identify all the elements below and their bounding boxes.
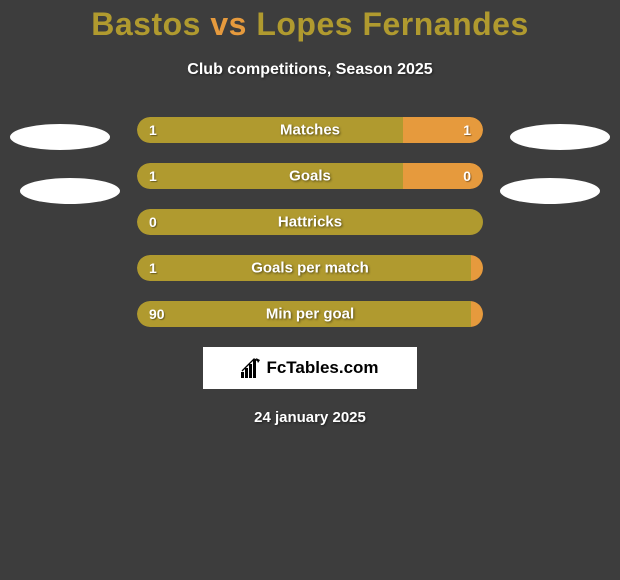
- stat-label: Matches: [280, 122, 340, 139]
- stat-row: 1 0 Goals: [0, 163, 620, 189]
- comparison-title: Bastos vs Lopes Fernandes: [0, 0, 620, 43]
- player1-name: Bastos: [91, 6, 201, 42]
- stat-right-value: 1: [463, 122, 471, 138]
- stat-label: Min per goal: [266, 306, 354, 323]
- stat-bar-left: 1: [137, 117, 403, 143]
- stat-right-value: 0: [463, 168, 471, 184]
- logo: FcTables.com: [241, 358, 378, 378]
- logo-text: FcTables.com: [266, 358, 378, 378]
- stat-bars: 1 1 Matches 1 0 Goals 0 Hattricks 1 Goals per mat…: [0, 117, 620, 327]
- stat-bar-right: 1: [403, 117, 483, 143]
- stat-left-value: 1: [149, 168, 157, 184]
- logo-box: FcTables.com: [203, 347, 417, 389]
- stat-left-value: 0: [149, 214, 157, 230]
- stat-bar-right: [471, 255, 483, 281]
- stat-left-value: 90: [149, 306, 165, 322]
- stat-bar: 1 0 Goals: [137, 163, 483, 189]
- chart-icon: [241, 358, 263, 378]
- stat-label: Goals: [289, 168, 331, 185]
- stat-bar: 0 Hattricks: [137, 209, 483, 235]
- stat-bar: 1 Goals per match: [137, 255, 483, 281]
- stat-left-value: 1: [149, 260, 157, 276]
- stat-bar-right: 0: [403, 163, 483, 189]
- stat-left-value: 1: [149, 122, 157, 138]
- stat-bar-left: 1: [137, 163, 403, 189]
- stat-bar: 1 1 Matches: [137, 117, 483, 143]
- date: 24 january 2025: [0, 409, 620, 426]
- subtitle: Club competitions, Season 2025: [0, 61, 620, 79]
- stat-bar-right: [471, 301, 483, 327]
- stat-row: 90 Min per goal: [0, 301, 620, 327]
- stat-row: 1 1 Matches: [0, 117, 620, 143]
- vs-text: vs: [210, 6, 247, 42]
- stat-bar: 90 Min per goal: [137, 301, 483, 327]
- player2-name: Lopes Fernandes: [256, 6, 528, 42]
- stat-row: 1 Goals per match: [0, 255, 620, 281]
- stat-label: Goals per match: [251, 260, 369, 277]
- stat-row: 0 Hattricks: [0, 209, 620, 235]
- stat-label: Hattricks: [278, 214, 342, 231]
